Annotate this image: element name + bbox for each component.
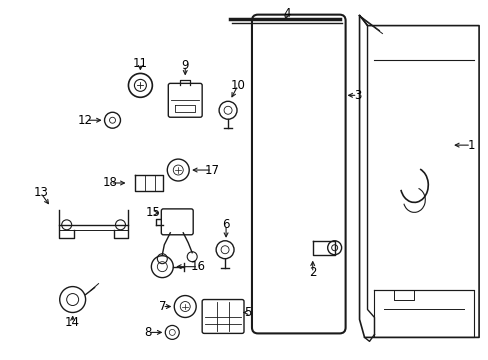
Text: 6: 6 [222,218,229,231]
Text: 3: 3 [353,89,361,102]
Text: 16: 16 [190,260,205,273]
Text: 15: 15 [145,206,161,219]
Text: 7: 7 [158,300,166,313]
Text: 14: 14 [65,316,80,329]
Text: 12: 12 [78,114,93,127]
Circle shape [331,245,337,251]
Text: 10: 10 [230,79,245,92]
Text: 1: 1 [467,139,474,152]
Text: 13: 13 [33,186,48,199]
Text: 11: 11 [133,57,147,70]
Text: 8: 8 [144,326,152,339]
Text: 18: 18 [103,176,118,189]
Text: 9: 9 [181,59,188,72]
Text: 17: 17 [204,163,219,176]
Text: 5: 5 [244,306,251,319]
Text: 4: 4 [283,7,290,20]
Text: 2: 2 [308,266,316,279]
Circle shape [327,241,341,255]
